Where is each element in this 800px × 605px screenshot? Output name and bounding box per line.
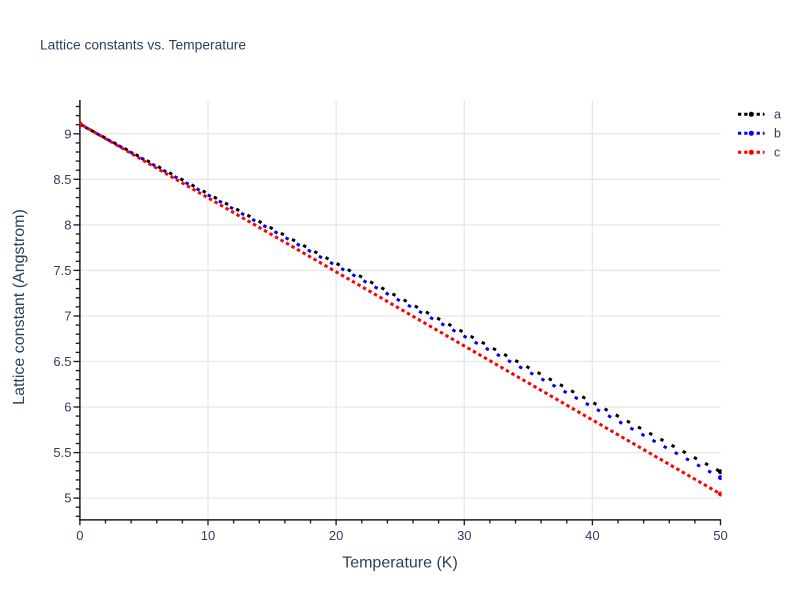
svg-text:c: c bbox=[774, 146, 780, 160]
svg-text:Lattice constants vs. Temperat: Lattice constants vs. Temperature bbox=[40, 38, 246, 53]
svg-text:40: 40 bbox=[585, 528, 599, 543]
svg-text:50: 50 bbox=[713, 528, 727, 543]
svg-text:7.5: 7.5 bbox=[53, 263, 71, 278]
svg-text:a: a bbox=[774, 108, 781, 122]
svg-text:6.5: 6.5 bbox=[53, 354, 71, 369]
svg-text:b: b bbox=[774, 127, 781, 141]
svg-text:30: 30 bbox=[457, 528, 471, 543]
svg-text:8: 8 bbox=[64, 218, 71, 233]
svg-text:5.5: 5.5 bbox=[53, 445, 71, 460]
svg-text:Lattice constant (Angstrom): Lattice constant (Angstrom) bbox=[11, 209, 28, 405]
svg-text:20: 20 bbox=[329, 528, 343, 543]
svg-text:9: 9 bbox=[64, 126, 71, 141]
svg-text:6: 6 bbox=[64, 400, 71, 415]
svg-text:7: 7 bbox=[64, 309, 71, 324]
svg-text:5: 5 bbox=[64, 491, 71, 506]
svg-text:10: 10 bbox=[201, 528, 215, 543]
svg-text:8.5: 8.5 bbox=[53, 172, 71, 187]
svg-text:Temperature (K): Temperature (K) bbox=[342, 555, 458, 572]
svg-text:0: 0 bbox=[76, 528, 83, 543]
